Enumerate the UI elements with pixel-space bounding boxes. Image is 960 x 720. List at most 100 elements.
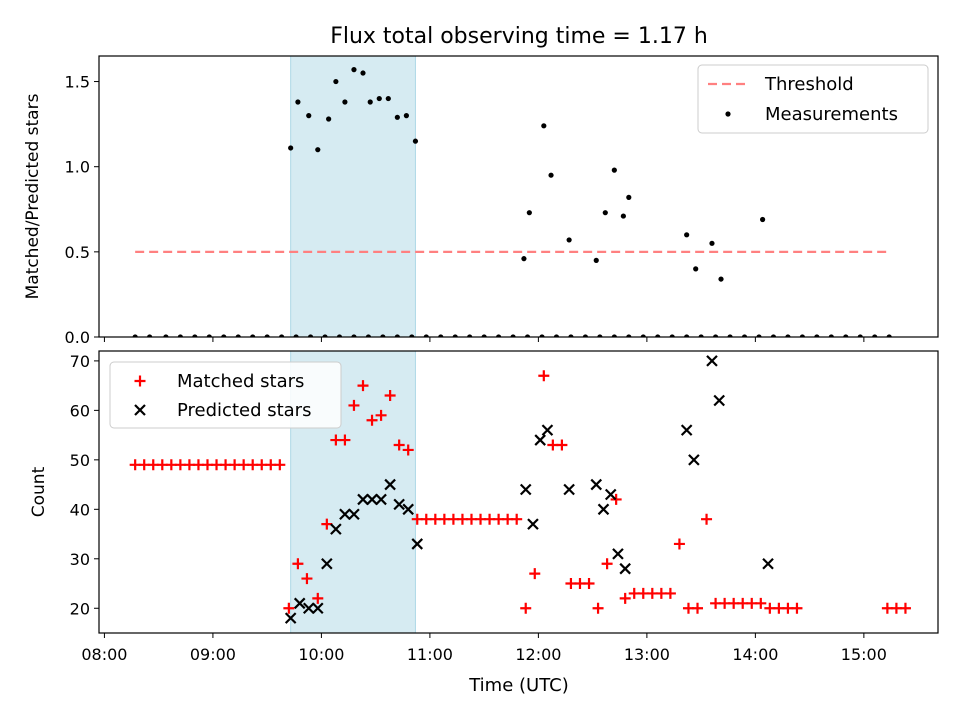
measurement-point	[279, 334, 285, 337]
legend: Threshold Measurements	[697, 64, 929, 134]
measurement-point	[394, 334, 400, 337]
measurement-point	[409, 334, 415, 337]
y-axis-label: Matched/Predicted stars	[23, 93, 43, 299]
predicted-star-point	[293, 597, 306, 610]
predicted-star-point	[688, 454, 700, 466]
matched-star-point	[755, 597, 767, 609]
matched-star-point	[529, 568, 541, 580]
matched-star-point	[384, 390, 396, 402]
measurement-point	[872, 334, 878, 337]
predicted-star-point	[284, 612, 297, 624]
observing-window-span	[290, 55, 416, 338]
flux-ratio-panel: 0.0 0.5 1.0 1.5 Matched/Predicted stars Thres…	[23, 55, 939, 347]
legend-matched-swatch	[134, 375, 146, 387]
measurement-point	[351, 67, 357, 73]
matched-star-point	[899, 602, 911, 614]
matched-star-point	[321, 518, 333, 530]
y-tick-label: 0.0	[65, 328, 90, 347]
measurement-point	[526, 210, 532, 216]
measurement-point	[693, 266, 699, 272]
measurement-point	[548, 172, 554, 178]
matched-star-point	[610, 493, 622, 505]
predicted-star-point	[604, 488, 617, 501]
measurement-point	[597, 334, 603, 337]
y-tick-label: 1.5	[65, 73, 90, 92]
measurement-point	[602, 210, 608, 216]
measurement-point	[843, 334, 849, 337]
measurement-point	[351, 334, 357, 337]
measurement-point	[177, 334, 183, 337]
axes-frame	[98, 55, 939, 338]
measurement-point	[611, 334, 617, 337]
measurement-point	[582, 334, 589, 337]
matched-star-point	[292, 558, 304, 570]
measurement-point	[626, 194, 632, 200]
axes-frame	[98, 350, 939, 634]
measurement-point	[620, 213, 626, 219]
plot-area	[129, 355, 911, 624]
series-measurements	[132, 67, 892, 337]
measurement-point	[206, 334, 212, 337]
measurement-point	[640, 334, 646, 337]
legend: Matched stars Predicted stars	[109, 361, 342, 429]
matched-star-point	[357, 380, 369, 392]
measurement-point	[333, 78, 339, 85]
series-predicted-stars	[284, 355, 774, 624]
predicted-star-point	[762, 557, 774, 570]
y-tick-label: 40	[70, 500, 90, 519]
matched-star-point	[701, 513, 713, 525]
measurement-point	[756, 334, 762, 337]
legend-predicted-swatch	[134, 404, 146, 416]
measurement-point	[718, 276, 724, 282]
matched-star-point	[348, 399, 360, 411]
x-axis-label: Time (UTC)	[468, 675, 569, 696]
measurement-point	[770, 334, 777, 337]
x-tick-label: 14:00	[732, 645, 778, 664]
legend-predicted-label: Predicted stars	[177, 400, 311, 421]
predicted-star-point	[375, 493, 387, 506]
measurement-point	[307, 334, 314, 337]
series-matched-stars	[129, 370, 911, 614]
matched-star-point	[339, 434, 351, 446]
measurement-point	[684, 334, 690, 337]
measurement-point	[857, 334, 863, 337]
measurement-point	[376, 95, 382, 102]
y-tick-label: 60	[70, 401, 90, 420]
measurement-point	[192, 334, 198, 337]
measurement-point	[467, 334, 473, 337]
predicted-star-point	[321, 557, 333, 570]
measurement-point	[315, 147, 321, 153]
x-tick-label: 13:00	[624, 645, 670, 664]
measurement-point	[655, 334, 661, 337]
legend-threshold-label: Threshold	[764, 74, 854, 95]
y-tick-label: 1.0	[65, 158, 90, 177]
measurement-point	[250, 334, 256, 337]
measurement-point	[235, 334, 241, 337]
measurement-point	[524, 334, 531, 337]
predicted-star-point	[590, 478, 603, 491]
measurement-point	[288, 145, 294, 151]
matched-star-point	[601, 558, 613, 570]
predicted-star-point	[402, 503, 414, 516]
measurement-point	[365, 334, 372, 337]
measurement-point	[336, 334, 343, 337]
matched-star-point	[366, 414, 378, 426]
y-tick-label: 50	[70, 451, 90, 470]
matched-star-point	[619, 592, 631, 604]
measurement-point	[264, 334, 270, 337]
predicted-star-point	[312, 602, 324, 615]
measurement-point	[568, 334, 574, 337]
measurement-point	[611, 167, 617, 173]
measurement-point	[163, 334, 169, 337]
predicted-star-point	[384, 478, 396, 491]
measurement-point	[521, 256, 527, 262]
legend-matched-label: Matched stars	[177, 371, 304, 392]
legend-box	[109, 361, 342, 429]
measurement-point	[394, 114, 400, 120]
predicted-star-point	[366, 493, 378, 506]
predicted-star-point	[597, 503, 610, 516]
matched-star-point	[673, 538, 685, 550]
y-tick-label: 20	[70, 599, 90, 618]
predicted-star-point	[541, 424, 554, 436]
